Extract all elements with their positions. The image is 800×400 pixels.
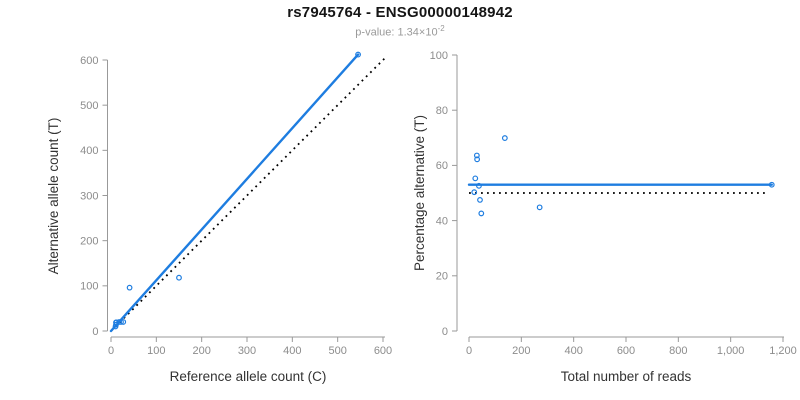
y-tick-label: 500 (80, 100, 98, 112)
x-tick-label: 600 (617, 345, 635, 357)
x-tick-label: 1,000 (717, 345, 745, 357)
x-tick-label: 400 (283, 345, 301, 357)
y-tick-label: 40 (436, 215, 448, 227)
x-tick-label: 400 (564, 345, 582, 357)
x-axis-title: Reference allele count (C) (170, 369, 327, 384)
data-point (536, 204, 543, 211)
y-tick-label: 400 (80, 145, 98, 157)
x-tick-label: 1,200 (769, 345, 797, 357)
pvalue-subtitle: p-value: 1.34×10-2 (0, 24, 800, 39)
data-point (472, 175, 479, 182)
x-tick-label: 600 (374, 345, 392, 357)
y-tick-label: 300 (80, 190, 98, 202)
x-tick-label: 300 (238, 345, 256, 357)
x-axis-title: Total number of reads (561, 369, 692, 384)
x-tick-label: 0 (108, 345, 114, 357)
y-tick-label: 100 (430, 50, 448, 62)
x-tick-label: 200 (512, 345, 530, 357)
x-tick-label: 500 (328, 345, 346, 357)
right-plot: 0 200 400 600 800 1,000 1,200 0 20 40 60 80 100 Total… (412, 50, 797, 384)
page-title: rs7945764 - ENSG00000148942 (287, 4, 513, 21)
pvalue-exponent: -2 (437, 24, 445, 33)
data-point (476, 182, 482, 189)
left-plot: 0 100 200 300 400 500 600 0 100 200 300 400 500 600 Re… (46, 51, 392, 384)
data-point (355, 51, 361, 58)
y-axis-title: Alternative allele count (T) (46, 118, 61, 275)
data-point (478, 210, 485, 217)
data-point (501, 135, 508, 141)
y-tick-label: 60 (436, 160, 448, 172)
data-point (473, 152, 480, 159)
x-tick-label: 800 (669, 345, 687, 357)
regression-line (109, 53, 360, 333)
y-tick-label: 0 (92, 326, 98, 338)
identity-line (110, 55, 388, 332)
data-point (471, 189, 478, 196)
data-point (477, 196, 483, 203)
y-tick-label: 0 (442, 326, 448, 338)
x-tick-label: 100 (147, 345, 165, 357)
y-tick-label: 20 (436, 271, 448, 283)
data-point (126, 284, 133, 291)
x-tick-label: 200 (192, 345, 210, 357)
data-point (176, 274, 182, 281)
y-tick-label: 80 (436, 105, 448, 117)
y-axis-title: Percentage alternative (T) (412, 115, 427, 271)
data-point (118, 319, 124, 325)
x-tick-label: 0 (466, 345, 472, 357)
y-tick-label: 600 (80, 55, 98, 67)
y-tick-label: 100 (80, 281, 98, 293)
y-tick-label: 200 (80, 235, 98, 247)
pvalue-text: p-value: 1.34×10 (355, 26, 438, 39)
data-point (768, 181, 775, 188)
data-point (120, 319, 127, 325)
data-point (474, 156, 481, 163)
